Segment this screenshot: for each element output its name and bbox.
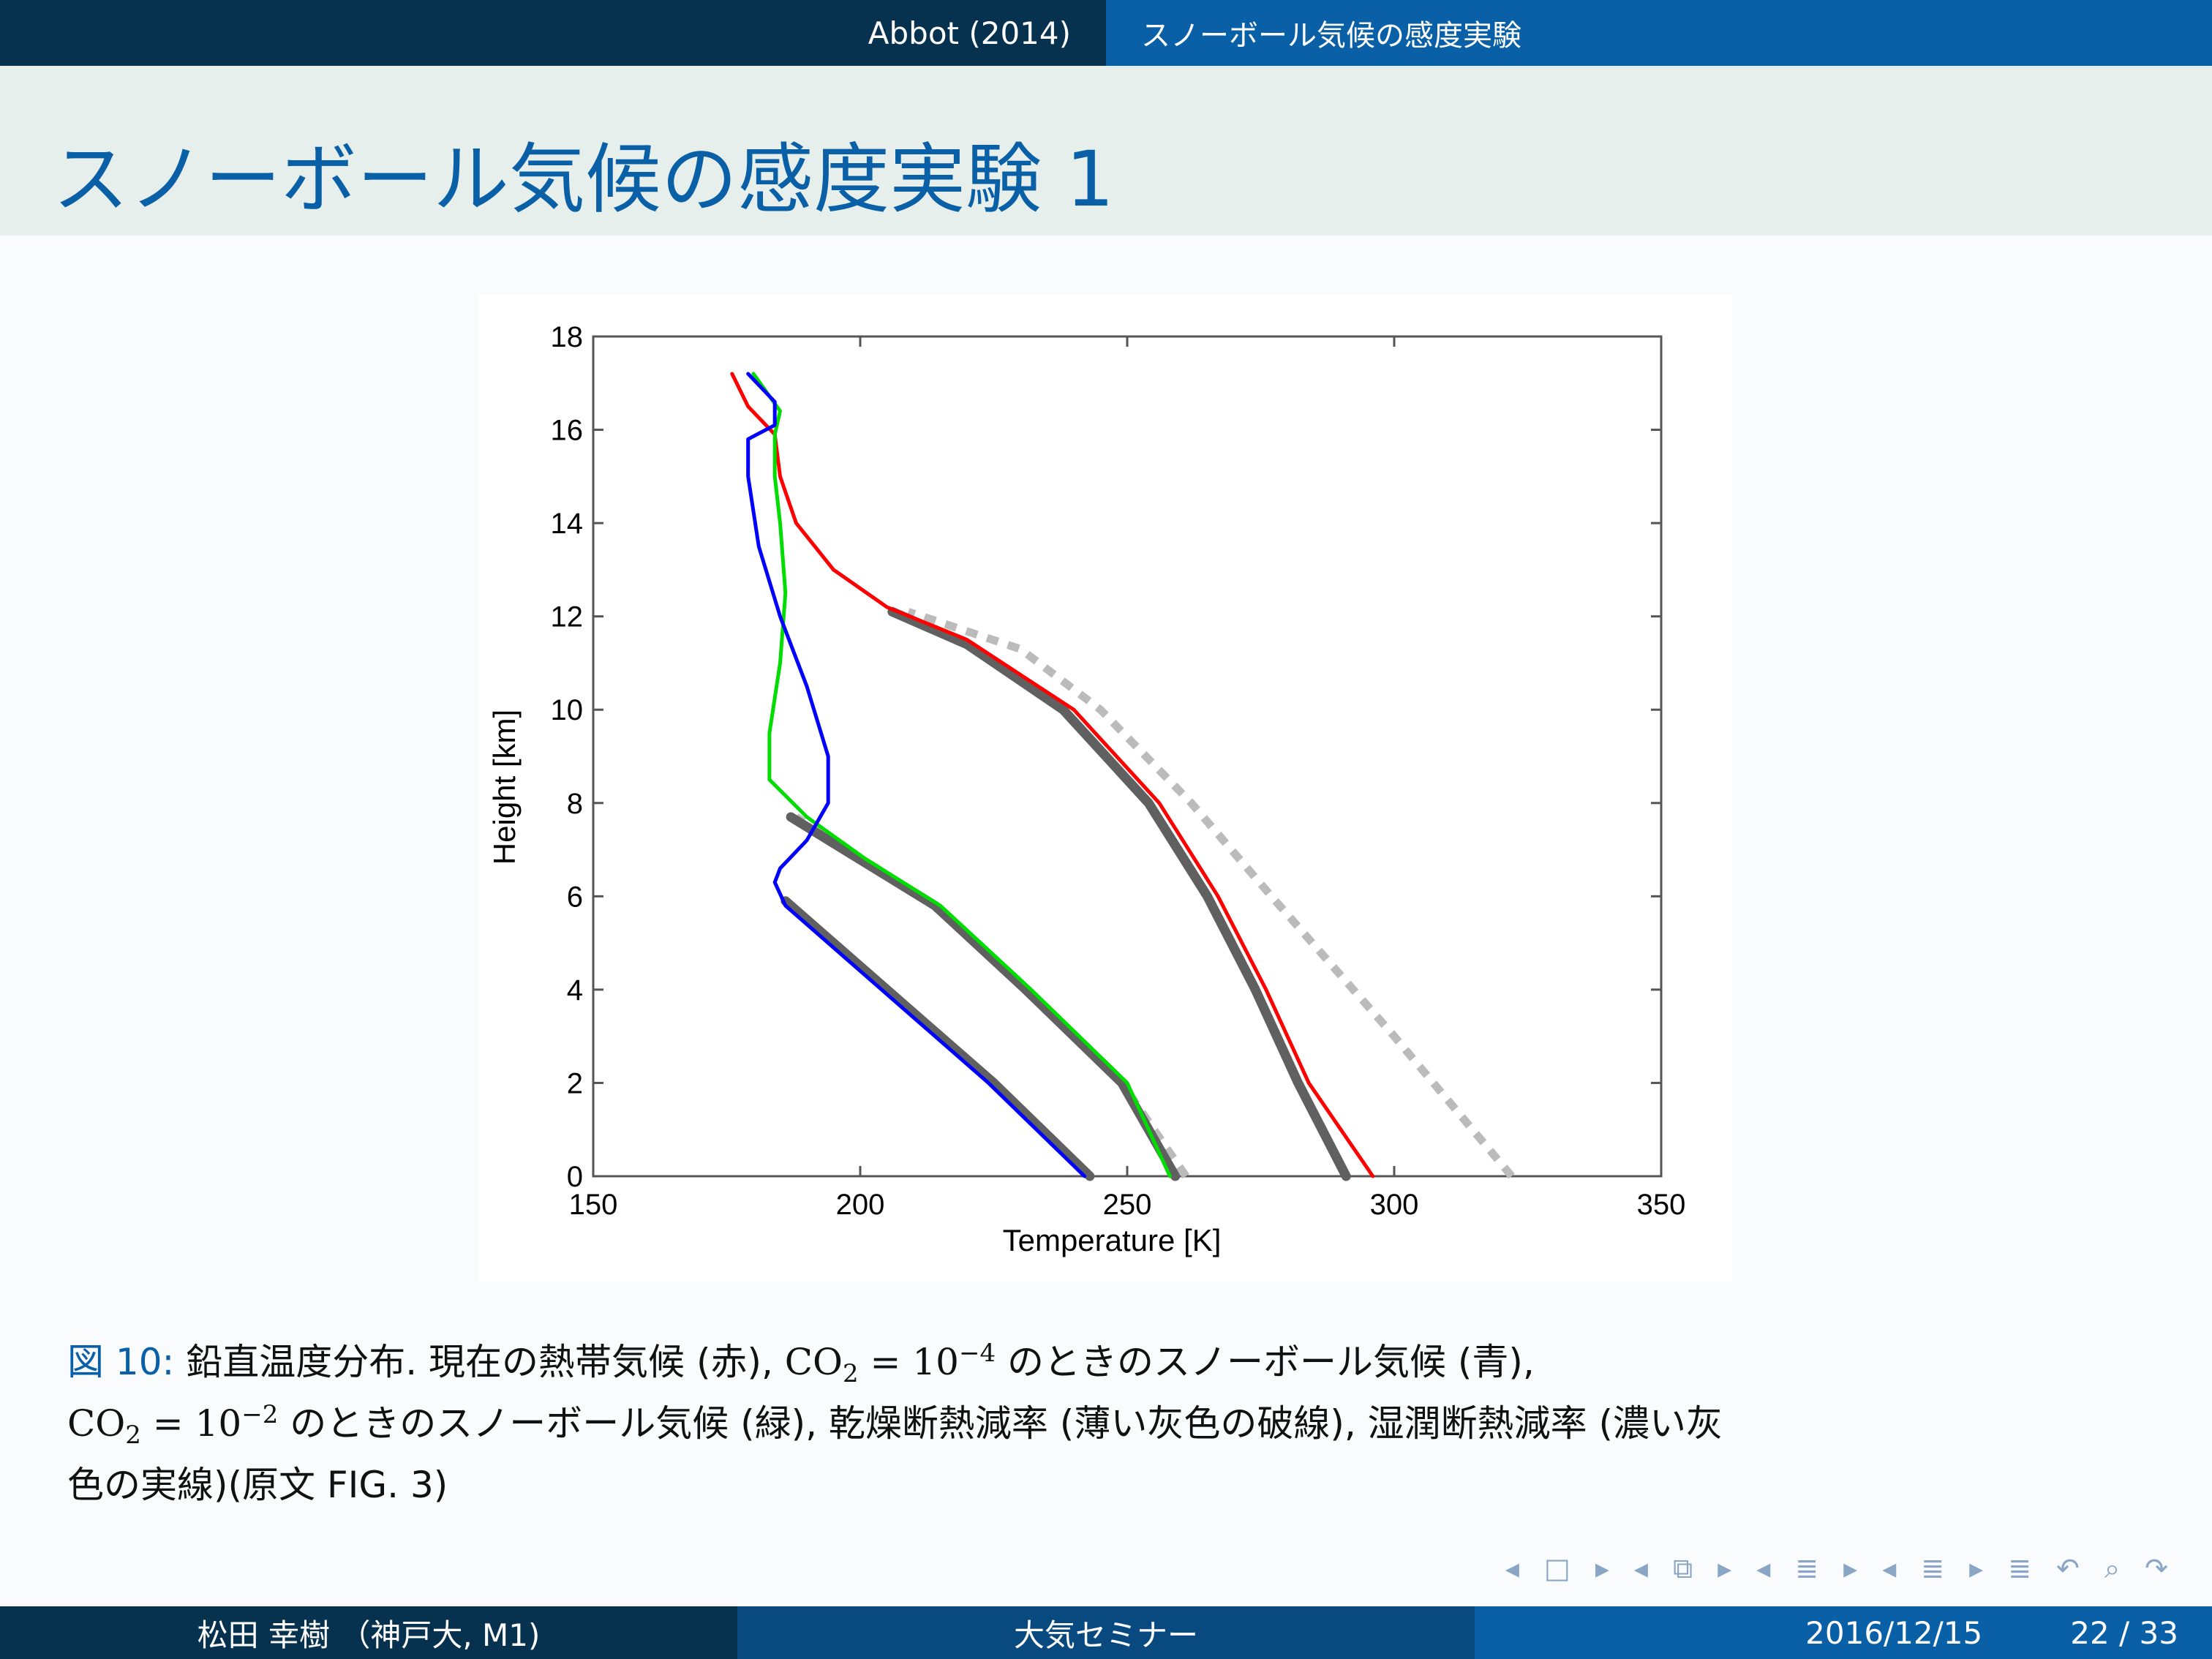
y-axis-label: Height [km] (487, 710, 522, 865)
footer-bar: 松田 幸樹 （神戸大, M1) 大気セミナー 2016/12/15 22 / 33 (0, 1606, 2212, 1659)
nav-prev-frame-icon[interactable]: ◂ (1633, 1552, 1648, 1584)
nav-section-current[interactable]: スノーボール気候の感度実験 (1106, 0, 2212, 66)
nav-next-frame-icon[interactable]: ▸ (1718, 1552, 1732, 1584)
title-bar: スノーボール気候の感度実験 1 (0, 66, 2212, 236)
figure-panel: 150 200 250 300 350 0 2 4 6 8 10 12 14 16 18 Temperatu… (478, 294, 1732, 1282)
series-line-2 (794, 813, 1189, 1179)
caption-text-1b: のときのスノーボール気候 (青), (996, 1341, 1535, 1383)
nav-prev-subsection-icon[interactable]: ◂ (1756, 1552, 1771, 1584)
x-tick-label: 350 (1637, 1189, 1686, 1221)
chart-series (730, 372, 1515, 1181)
co2-text: CO (784, 1341, 843, 1383)
nav-search-icon[interactable]: ⌕ (2104, 1552, 2121, 1584)
y-tick-label: 0 (567, 1161, 583, 1193)
caption-text-3: 色の実線)(原文 FIG. 3) (67, 1464, 448, 1506)
x-tick-label: 250 (1103, 1189, 1152, 1221)
figure-caption: 図 10: 鉛直温度分布. 現在の熱帯気候 (赤), CO2 = 10−4 のと… (67, 1331, 2159, 1516)
footer-author: 松田 幸樹 （神戸大, M1) (0, 1606, 737, 1659)
y-tick-label: 12 (551, 601, 584, 633)
co2-subscript: 2 (843, 1359, 859, 1388)
series-line-1 (887, 606, 1351, 1181)
co2-exponent-1: −4 (958, 1339, 996, 1368)
co2-subscript-2: 2 (125, 1421, 141, 1450)
y-tick-label: 16 (551, 415, 584, 447)
nav-prev-slide-icon[interactable]: ◂ (1505, 1552, 1519, 1584)
top-navigation-bar: Abbot (2014) スノーボール気候の感度実験 (0, 0, 2212, 66)
chart-axes: 150 200 250 300 350 0 2 4 6 8 10 12 14 16 18 (551, 321, 1686, 1221)
beamer-navigation-symbols: ◂ □ ▸ ◂ ⧉ ▸ ◂ ≣ ▸ ◂ ≣ ▸ ≣ ↶ ⌕ ↷ (1505, 1552, 2168, 1585)
nav-subsection-icon[interactable]: ≣ (1795, 1552, 1819, 1584)
footer-event-text: 大気セミナー (1013, 1617, 1198, 1653)
footer-date: 2016/12/15 (1805, 1614, 1983, 1651)
nav-section-abbot[interactable]: Abbot (2014) (0, 0, 1106, 66)
slide-title: スノーボール気候の感度実験 1 (53, 135, 1115, 224)
series-line-3 (786, 812, 1181, 1181)
series-line-0 (906, 608, 1515, 1179)
nav-prev-section-icon[interactable]: ◂ (1882, 1552, 1897, 1584)
series-line-6 (751, 372, 1172, 1178)
co2-text-2: CO (67, 1402, 126, 1445)
nav-section-icon[interactable]: ≣ (1921, 1552, 1945, 1584)
series-line-7 (746, 372, 1087, 1178)
co2-formula-2: CO2 = 10−2 (67, 1400, 279, 1448)
y-tick-label: 6 (567, 881, 583, 913)
footer-author-text: 松田 幸樹 （神戸大, M1) (197, 1617, 541, 1653)
y-tick-label: 2 (567, 1067, 583, 1099)
x-tick-label: 200 (836, 1189, 885, 1221)
nav-back-icon[interactable]: ↶ (2056, 1552, 2080, 1584)
nav-next-subsection-icon[interactable]: ▸ (1843, 1552, 1858, 1584)
y-tick-label: 4 (567, 974, 583, 1007)
figure-number-label: 図 10: (67, 1341, 175, 1383)
co2-equals: = 10 (858, 1341, 959, 1383)
footer-page-number: 22 / 33 (2070, 1614, 2178, 1651)
nav-document-icon[interactable]: ≣ (2008, 1552, 2032, 1584)
y-tick-label: 14 (551, 508, 584, 540)
footer-event: 大気セミナー (737, 1606, 1475, 1659)
nav-frame-icon[interactable]: ⧉ (1672, 1552, 1693, 1584)
caption-text-1a: 鉛直温度分布. 現在の熱帯気候 (赤), (174, 1341, 785, 1383)
nav-forward-icon[interactable]: ↷ (2145, 1552, 2168, 1584)
nav-next-section-icon[interactable]: ▸ (1969, 1552, 1984, 1584)
y-tick-label: 8 (567, 788, 583, 820)
x-tick-label: 300 (1370, 1189, 1419, 1221)
temperature-profile-chart: 150 200 250 300 350 0 2 4 6 8 10 12 14 16 18 Temperatu… (487, 321, 1686, 1257)
y-tick-label: 18 (551, 321, 584, 353)
series-line-4 (780, 896, 1095, 1181)
caption-text-2b: のときのスノーボール気候 (緑), 乾燥断熱減率 (薄い灰色の破線), 湿潤断熱… (278, 1402, 1723, 1445)
x-tick-label: 150 (569, 1189, 618, 1221)
nav-next-slide-icon[interactable]: ▸ (1595, 1552, 1609, 1584)
nav-section-right-label: スノーボール気候の感度実験 (1141, 19, 1521, 53)
x-axis-label: Temperature [K] (1003, 1223, 1222, 1257)
co2-formula-1: CO2 = 10−4 (784, 1339, 996, 1386)
footer-date-page: 2016/12/15 22 / 33 (1475, 1606, 2212, 1659)
plot-frame (592, 335, 1663, 1178)
co2-exponent-2: −2 (241, 1400, 279, 1429)
nav-section-left-label: Abbot (2014) (868, 15, 1071, 51)
nav-slide-icon[interactable]: □ (1543, 1552, 1570, 1584)
y-tick-label: 10 (551, 694, 584, 726)
co2-equals-2: = 10 (140, 1402, 242, 1445)
